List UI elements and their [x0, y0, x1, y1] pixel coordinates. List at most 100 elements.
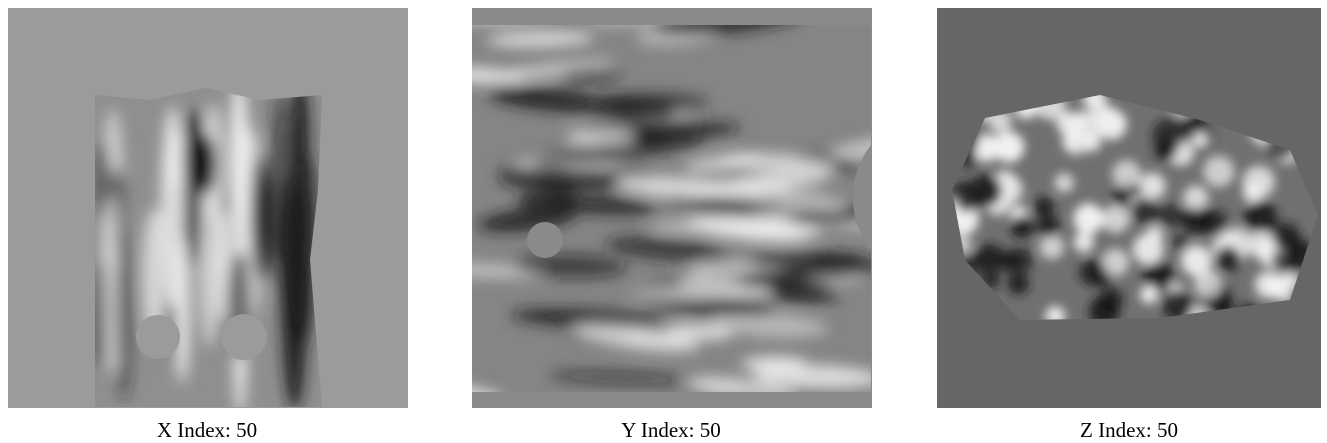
texture: [95, 88, 318, 407]
blob: [1152, 118, 1185, 151]
blob: [1098, 287, 1123, 312]
streak: [142, 207, 167, 344]
slice-x-hole: [136, 315, 180, 359]
wave: [630, 286, 775, 300]
streak: [197, 135, 217, 195]
blob: [1172, 234, 1189, 251]
blob: [1203, 155, 1235, 188]
wave: [683, 153, 763, 172]
blob: [1073, 203, 1104, 234]
wave: [767, 282, 840, 303]
wave: [472, 262, 549, 279]
blob: [955, 187, 980, 212]
blob: [1112, 159, 1142, 189]
wave: [687, 376, 799, 392]
blob: [1010, 215, 1034, 239]
blob: [1139, 285, 1159, 304]
blob: [1131, 197, 1158, 225]
blob: [993, 131, 1025, 163]
blob: [1045, 306, 1066, 320]
slice-y-hole: [527, 222, 563, 258]
wave: [605, 236, 728, 262]
wave: [558, 66, 622, 85]
blob: [975, 243, 1005, 273]
wave: [760, 0, 846, 8]
blob: [1054, 173, 1074, 193]
streak: [251, 152, 268, 277]
blob: [1271, 251, 1288, 268]
wave: [548, 371, 689, 385]
blob: [1036, 214, 1060, 238]
texture: [472, 0, 871, 443]
blob: [1162, 289, 1194, 320]
blob: [1157, 203, 1183, 228]
blob: [1194, 270, 1223, 299]
streak: [95, 139, 110, 220]
wave: [772, 415, 868, 433]
wave: [786, 206, 871, 224]
wave: [709, 312, 828, 338]
slice-z-region: [952, 95, 1318, 320]
wave: [664, 324, 734, 340]
blob: [1007, 272, 1030, 295]
streak: [116, 225, 133, 402]
wave: [533, 141, 677, 167]
blob: [1039, 234, 1065, 260]
caption: Z Index: 50: [1080, 418, 1178, 442]
blob: [1183, 185, 1209, 211]
wave: [686, 217, 809, 243]
wave: [613, 175, 763, 203]
blob: [1142, 260, 1174, 293]
blob: [1056, 111, 1080, 135]
blob: [1244, 200, 1278, 234]
blob: [1132, 233, 1164, 265]
wave: [488, 87, 606, 112]
blob: [1181, 202, 1213, 234]
blob: [1215, 245, 1241, 272]
blob: [1180, 245, 1212, 277]
streak: [286, 158, 305, 326]
streak: [174, 234, 190, 384]
wave: [511, 308, 667, 330]
blob: [1082, 133, 1101, 152]
blob: [1242, 165, 1275, 199]
blob: [1078, 259, 1105, 286]
slice-x-hole: [221, 314, 267, 360]
wave: [630, 122, 741, 139]
wave: [511, 254, 628, 278]
blob: [1007, 247, 1033, 273]
blob: [1101, 205, 1130, 234]
wave: [586, 94, 707, 113]
wave: [753, 364, 871, 389]
wave: [566, 128, 635, 146]
blob: [1073, 232, 1094, 253]
wave: [829, 136, 871, 160]
caption: X Index: 50: [157, 418, 257, 442]
wave: [751, 188, 845, 213]
wave: [472, 59, 614, 84]
wave: [548, 196, 659, 215]
blob: [1247, 230, 1275, 258]
blob: [1072, 110, 1104, 143]
blob: [972, 134, 1001, 162]
slice-x-region: [95, 88, 322, 407]
wave: [486, 30, 594, 48]
blob: [1192, 132, 1209, 149]
wave: [517, 187, 579, 210]
wave: [728, 169, 831, 191]
caption: Y Index: 50: [621, 418, 721, 442]
wave: [649, 25, 802, 36]
wave: [740, 356, 808, 371]
blob: [1138, 172, 1166, 200]
slice-y-region: [472, 0, 871, 443]
wave: [747, 251, 865, 267]
wave: [747, 262, 871, 288]
wave: [571, 324, 701, 352]
blob: [1033, 196, 1054, 217]
wave: [498, 165, 620, 190]
streak: [229, 88, 249, 241]
blob: [1101, 248, 1130, 277]
wave: [736, 421, 817, 443]
